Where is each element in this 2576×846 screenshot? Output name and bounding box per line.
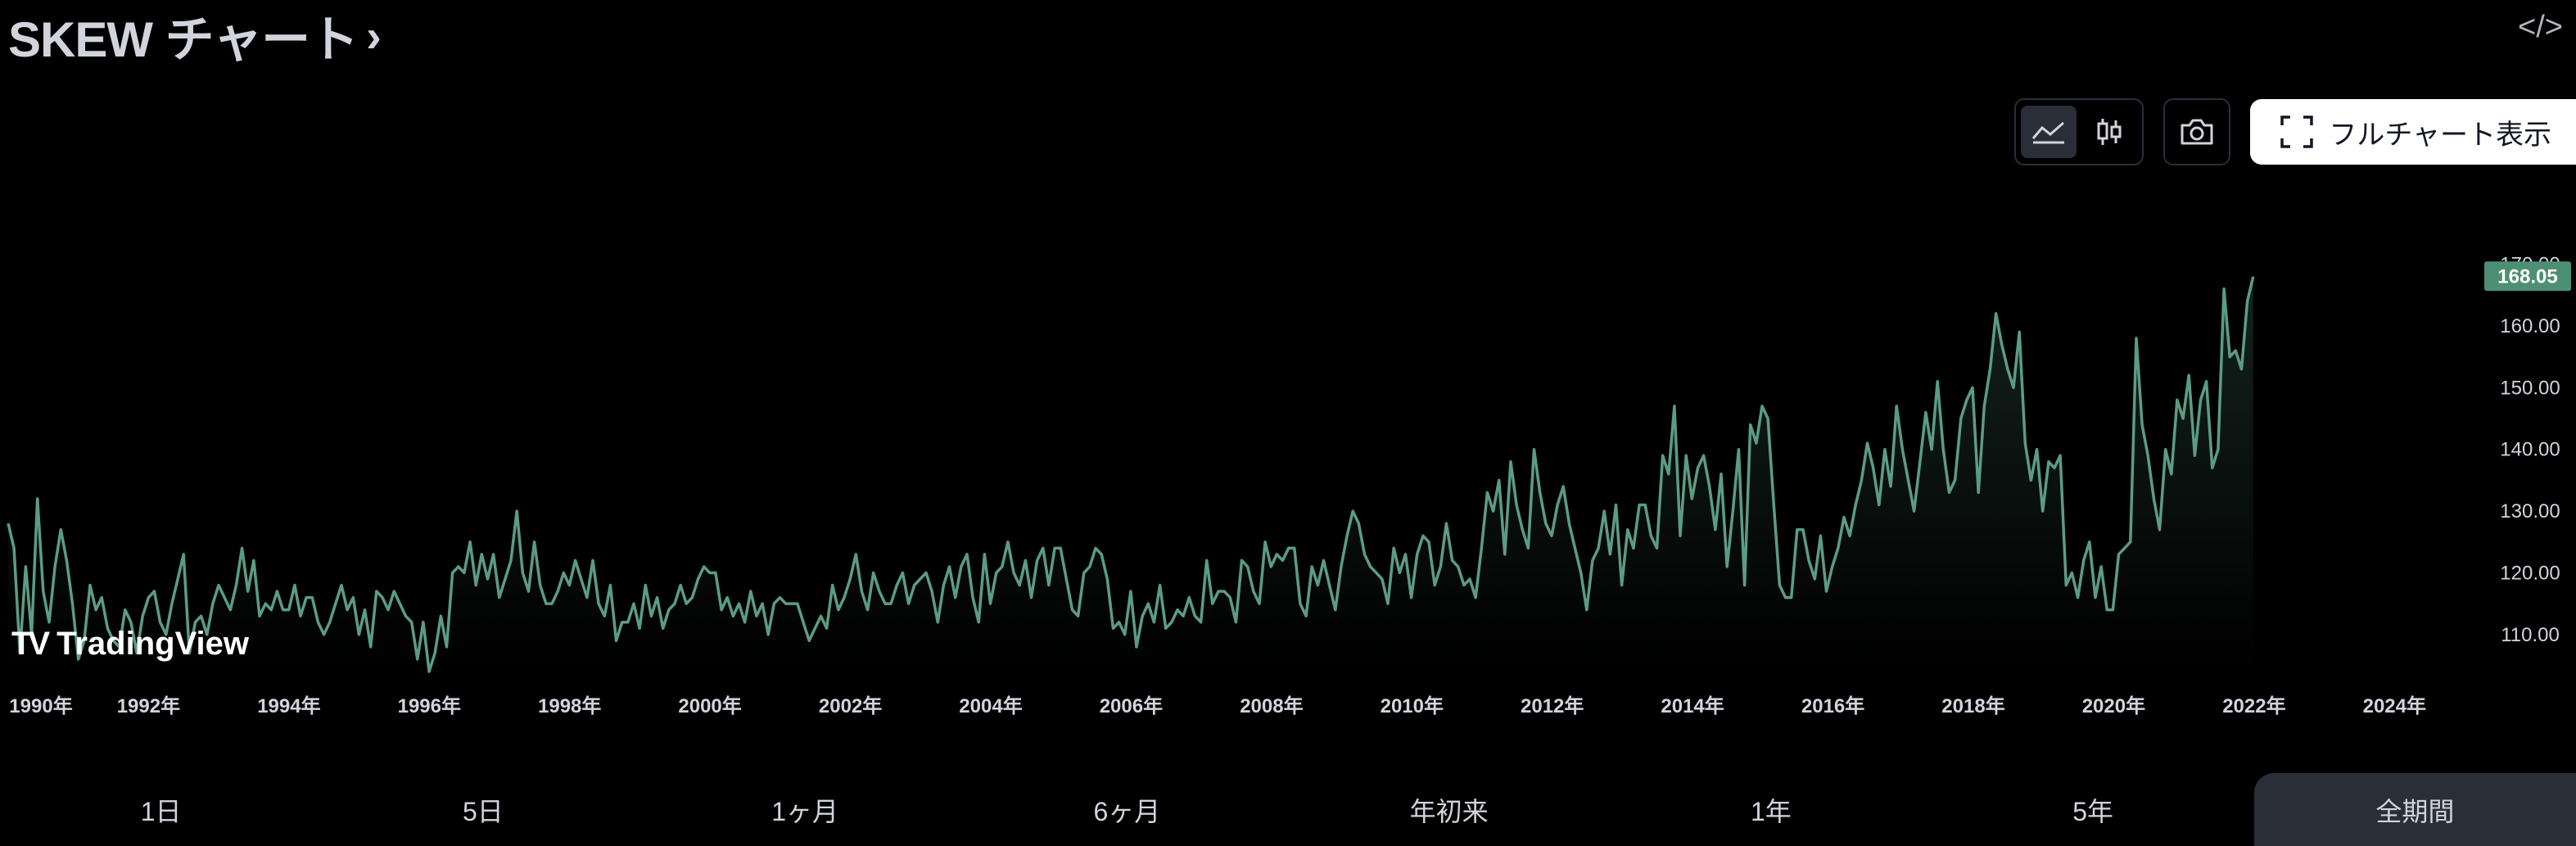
- range-tab-7[interactable]: 全期間: [2253, 773, 2576, 846]
- x-tick-label: 1990年: [9, 694, 72, 717]
- x-tick-label: 2022年: [2222, 694, 2285, 717]
- x-tick-label: 1996年: [398, 694, 461, 717]
- x-tick-label: 2024年: [2363, 694, 2426, 717]
- x-tick-label: 2010年: [1381, 694, 1444, 717]
- x-tick-label: 2000年: [678, 694, 741, 717]
- x-tick-label: 2014年: [1661, 694, 1724, 717]
- tradingview-logo-text: TradingView: [56, 626, 250, 662]
- camera-icon: [2181, 119, 2213, 145]
- range-tabs: 1日 5日 1ヶ月 6ヶ月 年初来 1年 5年 全期間: [0, 773, 2576, 846]
- candlestick-button[interactable]: [2081, 106, 2137, 158]
- snapshot-button[interactable]: [2163, 98, 2231, 165]
- x-tick-label: 2012年: [1521, 694, 1584, 717]
- candlestick-icon: [2097, 119, 2122, 145]
- x-tick-label: 2016年: [1801, 694, 1864, 717]
- last-value-badge: [2484, 261, 2571, 292]
- full-chart-label: フルチャート表示: [2329, 119, 2551, 151]
- x-tick-label: 1992年: [117, 694, 180, 717]
- area-chart-button[interactable]: [2021, 106, 2077, 158]
- y-tick-label: 160.00: [2500, 315, 2560, 337]
- range-tab-5[interactable]: 1年: [1750, 796, 1792, 826]
- skew-area-chart[interactable]: 1990年 1992年 1994年 1996年 1998年 2000年 2002年 2004年…: [0, 238, 2576, 729]
- x-tick-label: 2008年: [1240, 694, 1303, 717]
- page-title[interactable]: SKEW チャート ›: [8, 0, 382, 71]
- y-tick-label: 150.00: [2500, 377, 2560, 399]
- y-tick-label: 110.00: [2501, 624, 2560, 646]
- series-line: [7, 276, 2255, 673]
- chevron-right-icon: ›: [366, 10, 382, 61]
- area-chart-icon: [2032, 121, 2065, 144]
- page-title-text: SKEW チャート: [8, 12, 359, 67]
- x-tick-label: 1998年: [538, 694, 601, 717]
- x-tick-label: 2020年: [2082, 694, 2145, 717]
- x-tick-label: 1994年: [257, 694, 320, 717]
- x-tick-label: 2018年: [1941, 694, 2004, 717]
- full-chart-button[interactable]: フルチャート表示: [2250, 99, 2576, 165]
- chart-type-switch: [2014, 98, 2144, 165]
- code-icon[interactable]: </>: [2518, 10, 2563, 44]
- y-tick-label: 120.00: [2500, 562, 2560, 584]
- y-tick-label: 130.00: [2500, 500, 2560, 523]
- y-tick-label: 140.00: [2500, 439, 2560, 461]
- last-value-label: 168.05: [2497, 265, 2557, 287]
- x-tick-label: 2002年: [819, 694, 882, 717]
- fullscreen-icon: [2280, 115, 2314, 148]
- x-tick-label: 2006年: [1100, 694, 1163, 717]
- range-tab-1[interactable]: 5日: [462, 796, 504, 826]
- range-tab-4[interactable]: 年初来: [1409, 796, 1489, 826]
- range-tab-0[interactable]: 1日: [140, 796, 182, 826]
- range-tab-2[interactable]: 1ヶ月: [771, 796, 839, 826]
- tradingview-logo[interactable]: TV TradingView: [11, 626, 249, 663]
- series-area-fill: [8, 276, 2253, 672]
- chart-toolbar: フルチャート表示: [2014, 98, 2576, 165]
- x-tick-label: 2004年: [959, 694, 1022, 717]
- range-tab-3[interactable]: 6ヶ月: [1093, 796, 1161, 826]
- tradingview-logo-icon: TV: [11, 626, 50, 662]
- range-tab-6[interactable]: 5年: [2072, 796, 2114, 826]
